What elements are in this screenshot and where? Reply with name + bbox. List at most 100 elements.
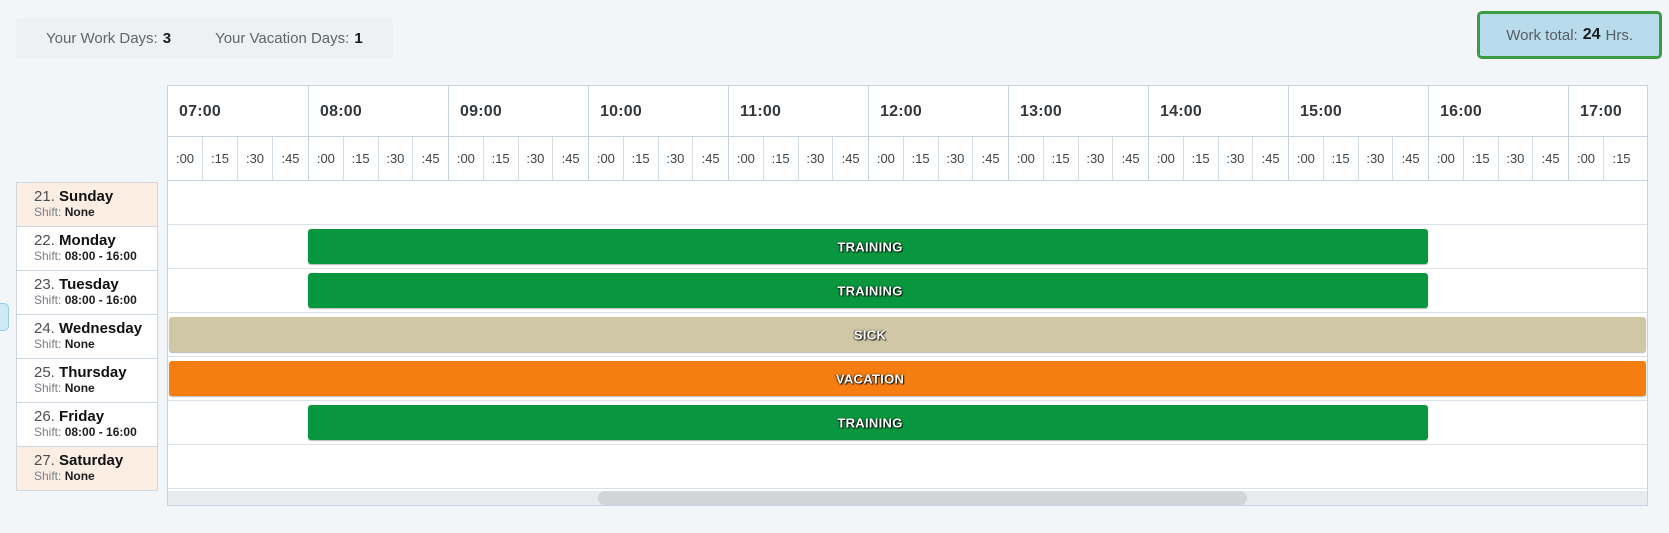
quarter-label: :30 bbox=[238, 137, 273, 180]
event-bar-label: VACATION bbox=[835, 371, 905, 386]
hour-column: 17:00 :00 :15 bbox=[1568, 86, 1647, 180]
quarter-label: :30 bbox=[939, 137, 974, 180]
quarter-row: :00 :15 :30 :45 bbox=[869, 137, 1008, 180]
day-cell[interactable]: 25. Thursday Shift: None bbox=[17, 359, 158, 403]
quarter-label: :15 bbox=[344, 137, 379, 180]
day-cell[interactable]: 21. Sunday Shift: None bbox=[17, 183, 158, 227]
event-bar-training[interactable] bbox=[308, 405, 1428, 440]
quarter-label: :45 bbox=[1541, 151, 1560, 166]
hour-label: 15:00 bbox=[1289, 86, 1428, 137]
timeline-row[interactable]: TRAINING bbox=[168, 401, 1647, 445]
day-name: Sunday bbox=[59, 188, 114, 205]
day-cell[interactable]: 27. Saturday Shift: None bbox=[17, 447, 158, 491]
day-title: 22. Monday bbox=[34, 232, 157, 249]
hour-label: 11:00 bbox=[729, 86, 868, 137]
horizontal-scrollbar[interactable] bbox=[168, 489, 1647, 505]
quarter-label: :15 bbox=[1184, 137, 1219, 180]
quarter-label: :00 bbox=[1569, 137, 1604, 180]
vacation-days-label: Your Vacation Days: bbox=[215, 30, 350, 47]
event-bar-training[interactable] bbox=[308, 229, 1428, 264]
scrollbar-track[interactable] bbox=[168, 491, 1647, 505]
quarter-label: :45 bbox=[1121, 151, 1140, 166]
shift-label: Shift: bbox=[34, 425, 62, 439]
day-shift: Shift: 08:00 - 16:00 bbox=[34, 249, 157, 263]
day-cell[interactable]: 23. Tuesday Shift: 08:00 - 16:00 bbox=[17, 271, 158, 315]
day-name: Friday bbox=[59, 408, 105, 425]
day-number: 26. bbox=[34, 408, 55, 425]
timeline-row[interactable]: TRAINING bbox=[168, 225, 1647, 269]
quarter-label: :30 bbox=[659, 137, 694, 180]
summary-badge: Your Work Days: 3 Your Vacation Days: 1 bbox=[16, 18, 393, 59]
day-cell[interactable]: 26. Friday Shift: 08:00 - 16:00 bbox=[17, 403, 158, 447]
day-name: Saturday bbox=[59, 452, 124, 469]
quarter-label: :00 bbox=[869, 137, 904, 180]
hour-label: 17:00 bbox=[1569, 86, 1647, 137]
quarter-label: :45 bbox=[421, 151, 440, 166]
quarter-label: :30 bbox=[1219, 137, 1254, 180]
hour-column: 16:00 :00 :15 :30 :45 bbox=[1428, 86, 1568, 180]
day-name: Monday bbox=[59, 232, 116, 249]
event-bar-label: TRAINING bbox=[837, 283, 903, 298]
hour-column: 15:00 :00 :15 :30 :45 bbox=[1288, 86, 1428, 180]
timeline-row[interactable]: SICK bbox=[168, 313, 1647, 357]
hour-column: 14:00 :00 :15 :30 :45 bbox=[1148, 86, 1288, 180]
quarter-label: :00 bbox=[168, 137, 203, 180]
shift-label: Shift: bbox=[34, 337, 62, 351]
day-number: 27. bbox=[34, 452, 55, 469]
quarter-row: :00 :15 :30 :45 bbox=[309, 137, 448, 180]
day-shift: Shift: None bbox=[34, 205, 157, 219]
left-edge-handle[interactable] bbox=[0, 303, 9, 331]
quarter-row: :00 :15 :30 :45 bbox=[1009, 137, 1148, 180]
quarter-row: :00 :15 :30 :45 bbox=[1289, 137, 1428, 180]
timeline-header: 07:00 :00 :15 :30 :45 08:00 bbox=[168, 86, 1647, 181]
quarter-label: :00 bbox=[309, 137, 344, 180]
day-title: 23. Tuesday bbox=[34, 276, 157, 293]
hour-column: 11:00 :00 :15 :30 :45 bbox=[728, 86, 868, 180]
quarter-label: :15 bbox=[1464, 137, 1499, 180]
event-bar-vacation[interactable] bbox=[169, 361, 1646, 396]
work-total-unit: Hrs. bbox=[1605, 26, 1634, 44]
timeline-row[interactable]: VACATION bbox=[168, 357, 1647, 401]
quarter-label: :00 bbox=[589, 137, 624, 180]
scrollbar-thumb[interactable] bbox=[598, 491, 1247, 505]
day-shift: Shift: 08:00 - 16:00 bbox=[34, 293, 157, 307]
day-number: 21. bbox=[34, 188, 55, 205]
hour-label: 13:00 bbox=[1009, 86, 1148, 137]
day-cell[interactable]: 22. Monday Shift: 08:00 - 16:00 bbox=[17, 227, 158, 271]
day-number: 23. bbox=[34, 276, 55, 293]
quarter-label: :30 bbox=[1499, 137, 1534, 180]
hour-label: 07:00 bbox=[168, 86, 308, 137]
hour-label: 14:00 bbox=[1149, 86, 1288, 137]
quarter-label: :45 bbox=[281, 151, 300, 166]
event-bar-sick[interactable] bbox=[169, 317, 1646, 352]
shift-value: 08:00 - 16:00 bbox=[64, 425, 137, 439]
event-bar-training[interactable] bbox=[308, 273, 1428, 308]
day-name: Thursday bbox=[59, 364, 127, 381]
shift-label: Shift: bbox=[34, 205, 62, 219]
hour-label: 16:00 bbox=[1429, 86, 1568, 137]
shift-label: Shift: bbox=[34, 469, 62, 483]
timeline-row[interactable]: TRAINING bbox=[168, 269, 1647, 313]
hour-column: 13:00 :00 :15 :30 :45 bbox=[1008, 86, 1148, 180]
hour-column: 09:00 :00 :15 :30 :45 bbox=[448, 86, 588, 180]
quarter-label: :30 bbox=[1359, 137, 1394, 180]
vacation-days-summary: Your Vacation Days: 1 bbox=[215, 30, 363, 47]
timeline-grid: 07:00 :00 :15 :30 :45 08:00 bbox=[167, 85, 1648, 506]
shift-value: 08:00 - 16:00 bbox=[64, 293, 137, 307]
day-title: 27. Saturday bbox=[34, 452, 157, 469]
quarter-label: :45 bbox=[1261, 151, 1280, 166]
quarter-label: :30 bbox=[799, 137, 834, 180]
day-shift: Shift: None bbox=[34, 381, 157, 395]
shift-value: None bbox=[64, 337, 95, 351]
vacation-days-value: 1 bbox=[354, 30, 363, 47]
day-title: 25. Thursday bbox=[34, 364, 157, 381]
day-cell[interactable]: 24. Wednesday Shift: None bbox=[17, 315, 158, 359]
quarter-label: :15 bbox=[203, 137, 238, 180]
timeline-row[interactable] bbox=[168, 181, 1647, 225]
quarter-label: :00 bbox=[1429, 137, 1464, 180]
timeline-row[interactable] bbox=[168, 445, 1647, 489]
quarter-label: :15 bbox=[764, 137, 799, 180]
day-title: 21. Sunday bbox=[34, 188, 157, 205]
hour-label: 12:00 bbox=[869, 86, 1008, 137]
quarter-label: :15 bbox=[1612, 151, 1631, 166]
